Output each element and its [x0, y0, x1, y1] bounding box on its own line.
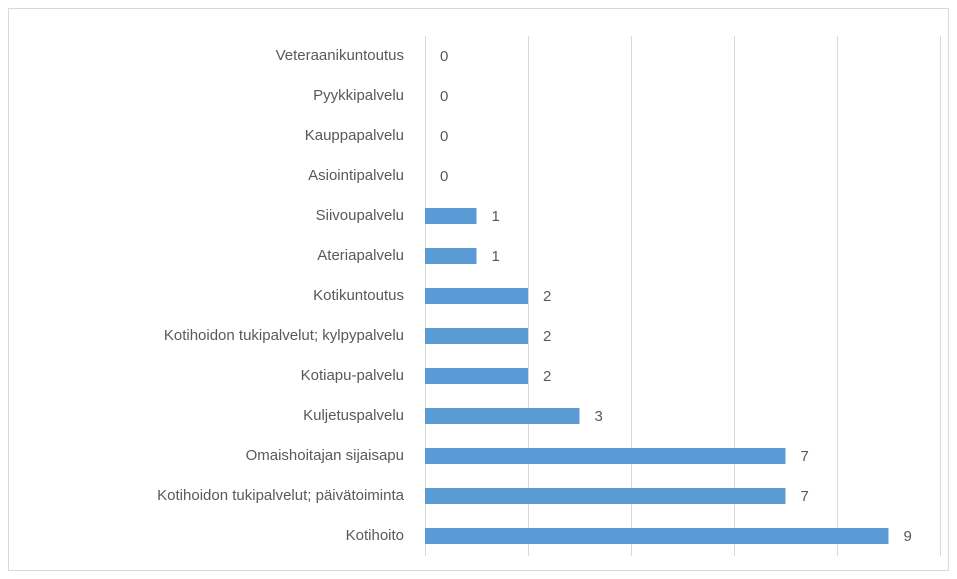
y-tick-label: Omaishoitajan sijaisapu [246, 447, 404, 464]
data-label: 2 [543, 288, 551, 305]
y-tick-label: Ateriapalvelu [317, 247, 404, 264]
bar [425, 488, 786, 504]
data-label: 2 [543, 368, 551, 385]
y-tick-label: Pyykkipalvelu [313, 87, 404, 104]
bar [425, 288, 528, 304]
data-label: 3 [595, 408, 603, 425]
data-label: 0 [440, 88, 448, 105]
y-tick-label: Kotikuntoutus [313, 287, 404, 304]
y-tick-label: Kotihoito [346, 527, 404, 544]
bar [425, 368, 528, 384]
y-tick-label: Kotihoidon tukipalvelut; kylpypalvelu [164, 327, 404, 344]
y-tick-label: Kotihoidon tukipalvelut; päivätoiminta [157, 487, 404, 504]
data-label: 7 [801, 488, 809, 505]
data-label: 0 [440, 48, 448, 65]
data-label: 9 [904, 528, 912, 545]
data-label: 2 [543, 328, 551, 345]
bar [425, 208, 477, 224]
bar [425, 328, 528, 344]
y-tick-label: Kuljetuspalvelu [303, 407, 404, 424]
data-label: 1 [492, 208, 500, 225]
data-label: 7 [801, 448, 809, 465]
data-label: 0 [440, 168, 448, 185]
bar [425, 448, 786, 464]
y-tick-label: Asiointipalvelu [308, 167, 404, 184]
bar [425, 248, 477, 264]
bar [425, 408, 580, 424]
y-tick-label: Veteraanikuntoutus [276, 47, 404, 64]
bar [425, 528, 889, 544]
y-tick-label: Kotiapu-palvelu [301, 367, 404, 384]
y-tick-label: Siivoupalvelu [316, 207, 404, 224]
y-tick-label: Kauppapalvelu [305, 127, 404, 144]
data-label: 1 [492, 248, 500, 265]
data-label: 0 [440, 128, 448, 145]
